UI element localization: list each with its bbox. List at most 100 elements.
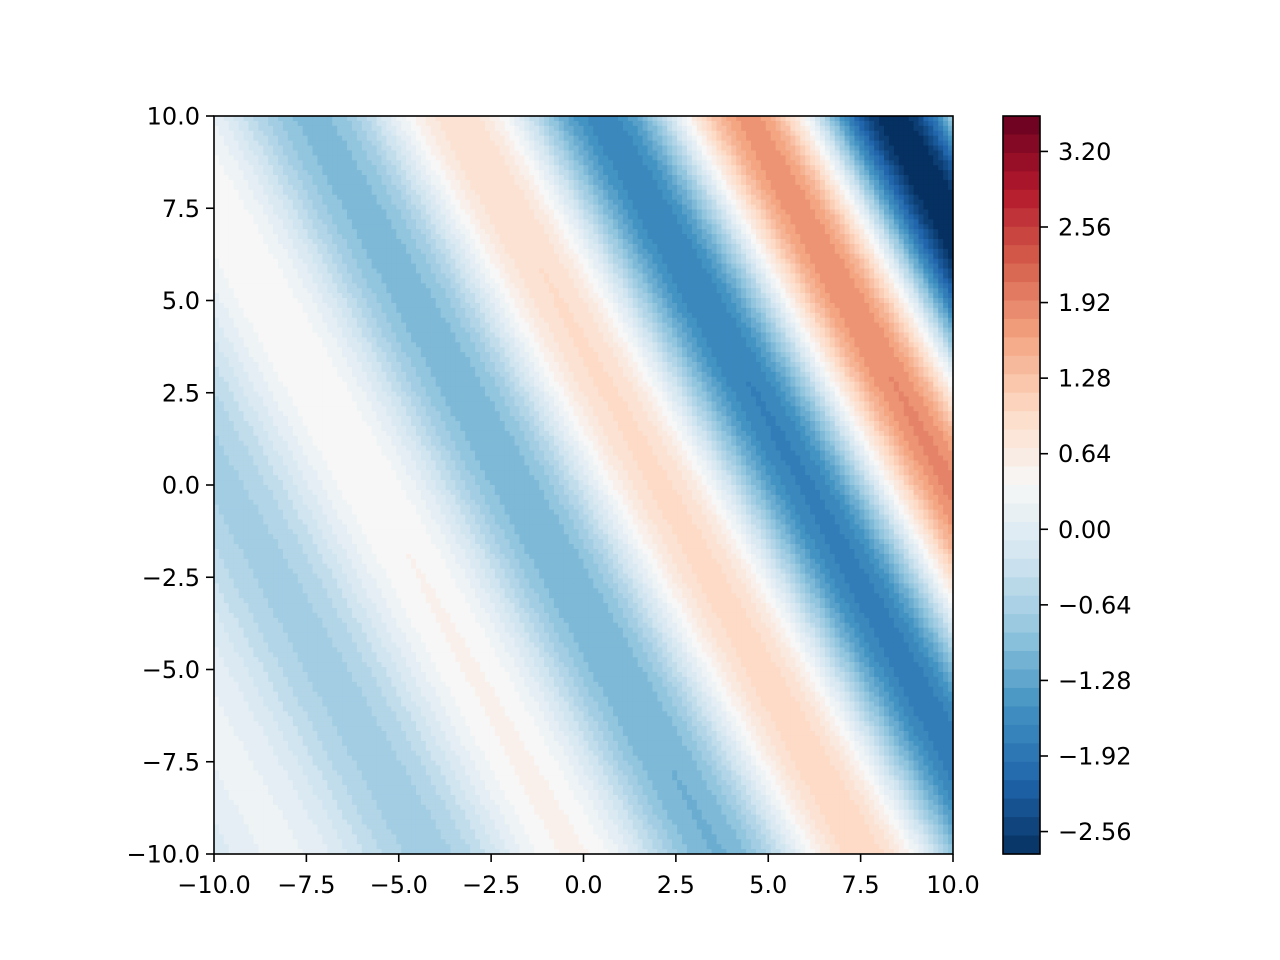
heatmap-cell <box>248 820 254 826</box>
heatmap-cell <box>239 323 245 329</box>
heatmap-cell <box>229 357 235 363</box>
heatmap-cell <box>248 761 254 767</box>
heatmap-cell <box>234 824 240 830</box>
heatmap-cell <box>253 352 259 358</box>
heatmap-cell <box>248 765 254 771</box>
heatmap-cell <box>234 524 240 530</box>
heatmap-cell <box>244 372 250 378</box>
heatmap-cell <box>258 559 264 565</box>
heatmap-cell <box>214 628 220 634</box>
heatmap-cell <box>258 392 264 398</box>
heatmap-cell <box>229 618 235 624</box>
heatmap-cell <box>224 820 230 826</box>
heatmap-cell <box>258 293 264 299</box>
heatmap-cell <box>244 416 250 422</box>
heatmap-cell <box>239 780 245 786</box>
heatmap-cell <box>253 613 259 619</box>
heatmap-cell <box>224 554 230 560</box>
heatmap-cell <box>253 200 259 206</box>
heatmap-cell <box>214 259 220 265</box>
heatmap-cell <box>253 372 259 378</box>
heatmap-cell <box>234 746 240 752</box>
heatmap-cell <box>224 293 230 299</box>
heatmap-cell <box>214 598 220 604</box>
heatmap-cell <box>234 234 240 240</box>
heatmap-cell <box>229 195 235 201</box>
heatmap-cell <box>214 278 220 284</box>
heatmap-cell <box>214 623 220 629</box>
heatmap-cell <box>248 347 254 353</box>
heatmap-cell <box>253 574 259 580</box>
heatmap-cell <box>214 667 220 673</box>
heatmap-cell <box>253 770 259 776</box>
heatmap-cell <box>248 352 254 358</box>
heatmap-cell <box>248 711 254 717</box>
heatmap-cell <box>258 770 264 776</box>
heatmap-cell <box>234 539 240 545</box>
heatmap-cell <box>258 721 264 727</box>
heatmap-cell <box>244 642 250 648</box>
heatmap-cell <box>214 165 220 171</box>
heatmap-cell <box>253 313 259 319</box>
heatmap-cell <box>229 844 235 850</box>
heatmap-cell <box>214 229 220 235</box>
heatmap-cell <box>258 131 264 137</box>
heatmap-cell <box>234 209 240 215</box>
heatmap-cell <box>244 396 250 402</box>
heatmap-cell <box>248 731 254 737</box>
heatmap-cell <box>244 618 250 624</box>
heatmap-cell <box>219 692 225 698</box>
heatmap-cell <box>248 834 254 840</box>
heatmap-cell <box>244 229 250 235</box>
heatmap-cell <box>214 765 220 771</box>
heatmap-cell <box>248 416 254 422</box>
heatmap-cell <box>224 214 230 220</box>
heatmap-cell <box>239 421 245 427</box>
heatmap-cell <box>244 790 250 796</box>
heatmap-cell <box>239 116 245 122</box>
heatmap-cell <box>229 657 235 663</box>
heatmap-cell <box>248 662 254 668</box>
heatmap-cell <box>253 756 259 762</box>
heatmap-cell <box>224 455 230 461</box>
heatmap-cell <box>253 687 259 693</box>
heatmap-cell <box>224 539 230 545</box>
heatmap-cell <box>219 554 225 560</box>
heatmap-cell <box>248 775 254 781</box>
heatmap-cell <box>248 529 254 535</box>
heatmap-cell <box>234 352 240 358</box>
heatmap-cell <box>239 628 245 634</box>
heatmap-cell <box>258 175 264 181</box>
heatmap-cell <box>229 583 235 589</box>
heatmap-cell <box>219 544 225 550</box>
heatmap-cell <box>258 332 264 338</box>
heatmap-cell <box>229 574 235 580</box>
heatmap-cell <box>224 219 230 225</box>
heatmap-cell <box>229 785 235 791</box>
heatmap-cell <box>229 278 235 284</box>
heatmap-cell <box>244 524 250 530</box>
heatmap-cell <box>248 574 254 580</box>
heatmap-cell <box>234 436 240 442</box>
heatmap-cell <box>248 687 254 693</box>
heatmap-cell <box>258 185 264 191</box>
heatmap-cell <box>239 328 245 334</box>
heatmap-cell <box>263 180 269 186</box>
heatmap-cell <box>224 529 230 535</box>
heatmap-cell <box>219 539 225 545</box>
heatmap-cell <box>219 564 225 570</box>
heatmap-cell <box>229 549 235 555</box>
heatmap-cell <box>248 318 254 324</box>
heatmap-cell <box>219 687 225 693</box>
heatmap-cell <box>234 805 240 811</box>
heatmap-cell <box>258 716 264 722</box>
heatmap-cell <box>214 126 220 132</box>
heatmap-cell <box>224 544 230 550</box>
heatmap-cell <box>234 677 240 683</box>
heatmap-cell <box>224 741 230 747</box>
heatmap-cell <box>214 421 220 427</box>
heatmap-cell <box>234 529 240 535</box>
heatmap-cell <box>224 234 230 240</box>
heatmap-cell <box>244 146 250 152</box>
heatmap-cell <box>258 436 264 442</box>
